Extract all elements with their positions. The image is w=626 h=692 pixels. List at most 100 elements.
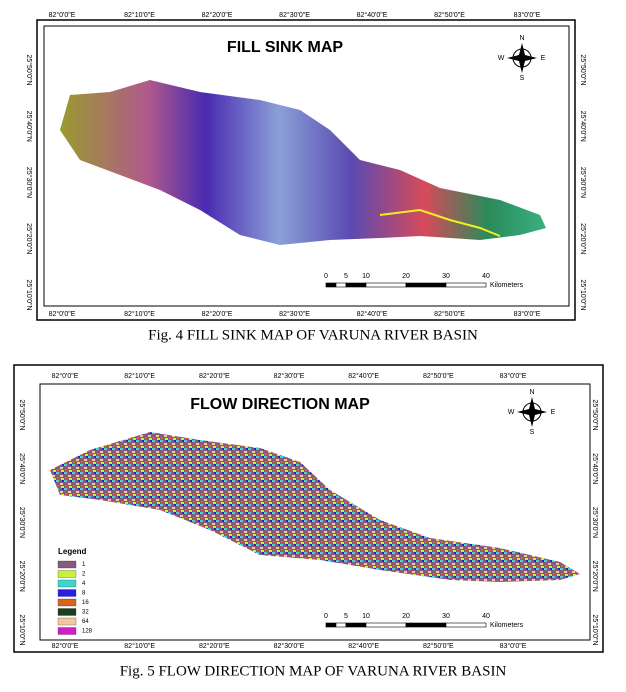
- coord-label: 82°40'0"E: [357, 11, 388, 19]
- figure-caption: Fig. 5 FLOW DIRECTION MAP OF VARUNA RIVE…: [120, 663, 507, 679]
- coord-label: 82°30'0"E: [279, 310, 310, 318]
- coord-label: 25°10'0"N: [18, 614, 26, 645]
- coord-label: 82°0'0"E: [52, 372, 79, 380]
- coord-label: 25°40'0"N: [25, 111, 33, 142]
- scale-tick: 0: [324, 273, 328, 280]
- coord-label: 25°40'0"N: [18, 453, 26, 484]
- compass-e: E: [551, 409, 556, 416]
- coord-label: 82°10'0"E: [124, 642, 155, 650]
- coord-label: 82°50'0"E: [434, 310, 465, 318]
- coord-label: 82°20'0"E: [202, 310, 233, 318]
- legend-title: Legend: [58, 547, 87, 556]
- legend-label: 4: [82, 581, 86, 587]
- coord-label: 82°20'0"E: [202, 11, 233, 19]
- map-title: FLOW DIRECTION MAP: [190, 396, 370, 413]
- basin: [50, 432, 580, 582]
- coord-label: 25°30'0"N: [25, 167, 33, 198]
- coord-label: 25°40'0"N: [579, 111, 587, 142]
- coord-label: 82°50'0"E: [423, 372, 454, 380]
- legend-swatch: [57, 560, 77, 569]
- coord-label: 25°20'0"N: [18, 561, 26, 592]
- coord-label: 25°10'0"N: [579, 279, 587, 310]
- legend-swatch: [57, 608, 77, 616]
- coord-label: 83°0'0"E: [514, 11, 541, 19]
- coord-label: 82°0'0"E: [49, 11, 76, 19]
- compass-s: S: [530, 429, 535, 436]
- map-frame: [39, 383, 591, 641]
- scale-tick: 40: [482, 273, 490, 280]
- coord-label: 82°20'0"E: [199, 372, 230, 380]
- legend-swatch: [57, 570, 77, 578]
- scale-tick: 20: [402, 613, 410, 620]
- scale-segment: [325, 282, 337, 288]
- legend-swatch: [57, 627, 77, 635]
- coord-label: 82°10'0"E: [124, 11, 155, 19]
- legend-label: 32: [82, 610, 89, 616]
- legend-label: 64: [82, 619, 89, 625]
- legend-label: 128: [82, 629, 93, 635]
- coord-label: 82°50'0"E: [423, 642, 454, 650]
- coord-label: 82°40'0"E: [348, 372, 379, 380]
- scale-segment: [445, 622, 487, 628]
- coord-label: 83°0'0"E: [500, 372, 527, 380]
- coord-label: 25°20'0"N: [591, 561, 599, 592]
- compass-w: W: [508, 409, 515, 416]
- scale-segment: [405, 282, 447, 288]
- compass-e: E: [541, 55, 546, 62]
- coord-label: 82°50'0"E: [434, 11, 465, 19]
- scale-tick: 20: [402, 273, 410, 280]
- scale-segment: [445, 282, 487, 288]
- compass-star: [517, 397, 547, 427]
- scale-tick: 5: [344, 613, 348, 620]
- scale-segment: [405, 622, 447, 628]
- coord-label: 82°30'0"E: [274, 642, 305, 650]
- legend-label: 16: [82, 600, 89, 606]
- scale-tick: 10: [362, 613, 370, 620]
- basin: [60, 80, 546, 245]
- compass-s: S: [520, 75, 525, 82]
- outer-frame: [36, 19, 576, 321]
- coord-label: 82°30'0"E: [279, 11, 310, 19]
- coord-label: 25°30'0"N: [591, 507, 599, 538]
- scale-segment: [345, 282, 367, 288]
- coord-label: 25°50'0"N: [591, 399, 599, 430]
- scale-segment: [325, 622, 337, 628]
- scale-tick: 30: [442, 273, 450, 280]
- scale-unit: Kilometers: [490, 622, 524, 629]
- coord-label: 25°40'0"N: [591, 453, 599, 484]
- scale-segment: [335, 622, 347, 628]
- map-frame: [43, 25, 570, 307]
- coord-label: 25°20'0"N: [579, 223, 587, 254]
- coord-label: 25°50'0"N: [579, 54, 587, 85]
- legend-label: 2: [82, 572, 86, 578]
- coord-label: 83°0'0"E: [500, 642, 527, 650]
- coord-label: 82°30'0"E: [274, 372, 305, 380]
- legend-swatch: [57, 598, 77, 607]
- figure-caption: Fig. 4 FILL SINK MAP OF VARUNA RIVER BAS…: [148, 327, 478, 343]
- legend-swatch: [57, 579, 77, 588]
- coord-label: 25°30'0"N: [579, 167, 587, 198]
- map-title: FILL SINK MAP: [227, 39, 343, 56]
- coord-label: 25°50'0"N: [18, 399, 26, 430]
- outer-frame: [13, 364, 604, 653]
- coord-label: 25°10'0"N: [25, 279, 33, 310]
- coord-label: 25°50'0"N: [25, 54, 33, 85]
- scale-tick: 10: [362, 273, 370, 280]
- scale-tick: 40: [482, 613, 490, 620]
- coord-label: 82°40'0"E: [357, 310, 388, 318]
- compass-star: [507, 43, 537, 73]
- coord-label: 82°0'0"E: [52, 642, 79, 650]
- coord-label: 82°10'0"E: [124, 310, 155, 318]
- compass-n: N: [529, 389, 534, 396]
- scale-unit: Kilometers: [490, 282, 524, 289]
- coord-label: 25°30'0"N: [18, 507, 26, 538]
- legend-swatch: [57, 617, 77, 626]
- coord-label: 83°0'0"E: [514, 310, 541, 318]
- coord-label: 82°40'0"E: [348, 642, 379, 650]
- scale-segment: [365, 282, 407, 288]
- scale-segment: [335, 282, 347, 288]
- coord-label: 82°20'0"E: [199, 642, 230, 650]
- scale-segment: [345, 622, 367, 628]
